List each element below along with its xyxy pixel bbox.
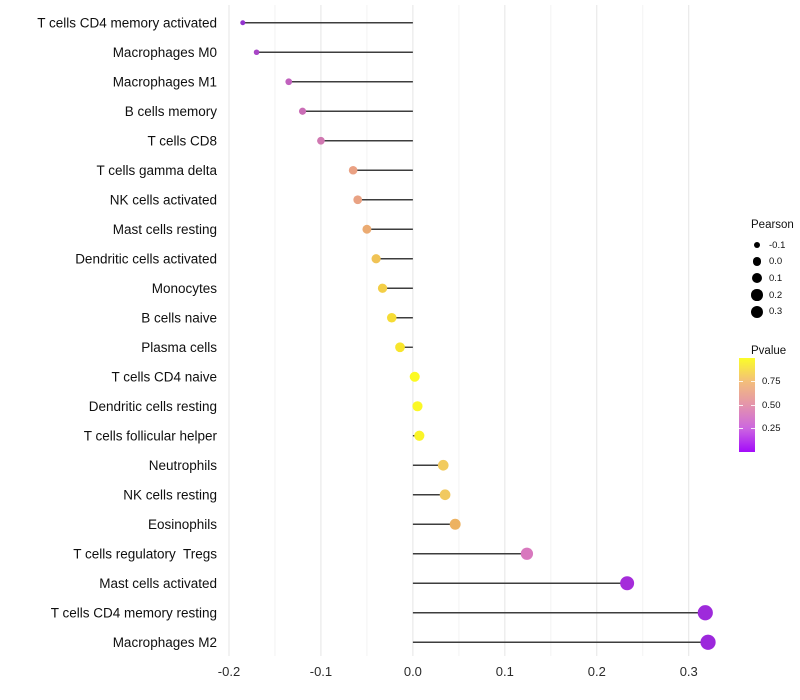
data-point — [253, 49, 260, 56]
data-point — [409, 371, 420, 382]
y-axis-label: T cells follicular helper — [84, 428, 218, 443]
y-axis-label: Neutrophils — [149, 458, 218, 473]
data-point — [620, 576, 635, 591]
x-axis-tick-label: -0.2 — [218, 664, 240, 679]
y-axis-label: Macrophages M0 — [113, 45, 217, 60]
data-point — [697, 605, 713, 621]
size-legend-dot — [750, 305, 764, 319]
y-axis-label: B cells memory — [125, 104, 218, 119]
colorbar-tick-mark — [739, 381, 743, 382]
y-axis-label: Eosinophils — [148, 517, 217, 532]
y-axis-label: T cells CD4 memory activated — [37, 15, 217, 30]
data-point — [377, 283, 388, 293]
data-point — [362, 224, 372, 234]
y-axis-label: Mast cells resting — [113, 222, 217, 237]
data-point — [437, 459, 449, 471]
data-point — [298, 107, 307, 115]
size-legend-dot — [751, 289, 763, 301]
data-point — [240, 20, 246, 26]
size-legend-dot — [752, 257, 762, 266]
data-point — [285, 78, 293, 86]
y-axis-label: Dendritic cells activated — [75, 251, 217, 266]
data-point — [700, 634, 716, 650]
x-axis-tick-label: 0.2 — [588, 664, 606, 679]
y-axis-label: T cells regulatory Tregs — [73, 546, 217, 561]
size-legend-title: Pearson — [751, 219, 794, 231]
y-axis-label: NK cells resting — [123, 487, 217, 502]
data-point — [412, 401, 423, 412]
y-axis-label: Plasma cells — [141, 340, 217, 355]
data-point — [386, 312, 397, 323]
colorbar-tick-label: 0.25 — [762, 423, 781, 434]
color-legend-title: Pvalue — [751, 345, 787, 357]
data-point — [395, 342, 405, 353]
y-axis-label: Dendritic cells resting — [89, 399, 217, 414]
y-axis-label: T cells CD4 memory resting — [51, 605, 217, 620]
y-axis-label: T cells CD4 naive — [111, 369, 217, 384]
size-legend-label: 0.1 — [769, 272, 783, 284]
colorbar-tick-mark — [751, 381, 755, 382]
size-legend-label: 0.0 — [769, 256, 783, 268]
size-legend-dot — [752, 273, 762, 284]
y-axis-label: Monocytes — [152, 281, 218, 296]
data-point — [439, 489, 451, 501]
data-point — [449, 518, 461, 530]
size-legend-dot — [753, 241, 761, 249]
y-axis-label: T cells gamma delta — [96, 163, 217, 178]
colorbar-tick-mark — [751, 404, 755, 406]
y-axis-label: B cells naive — [141, 310, 217, 325]
x-axis-tick-label: 0.3 — [680, 664, 698, 679]
data-point — [353, 195, 363, 205]
y-axis-label: Mast cells activated — [99, 576, 217, 591]
colorbar-tick-mark — [739, 428, 743, 429]
x-axis-tick-label: 0.0 — [404, 664, 422, 679]
x-axis-tick-label: -0.1 — [310, 664, 332, 679]
x-axis-tick-label: 0.1 — [496, 664, 514, 679]
size-legend-label: -0.1 — [769, 239, 786, 251]
colorbar-tick-label: 0.50 — [762, 399, 781, 411]
y-axis-label: Macrophages M2 — [113, 635, 217, 650]
size-legend-label: 0.3 — [769, 306, 783, 318]
colorbar-tick-mark — [739, 404, 743, 406]
data-point — [414, 430, 425, 441]
data-point — [317, 136, 325, 145]
data-point — [520, 547, 534, 560]
y-axis-label: Macrophages M1 — [113, 74, 217, 89]
y-axis-label: T cells CD8 — [147, 133, 217, 148]
size-legend-label: 0.2 — [769, 289, 783, 301]
data-point — [371, 254, 381, 264]
colorbar-tick-mark — [751, 428, 755, 429]
data-point — [348, 165, 358, 175]
y-axis-label: NK cells activated — [110, 192, 217, 207]
colorbar-tick-label: 0.75 — [762, 376, 781, 387]
